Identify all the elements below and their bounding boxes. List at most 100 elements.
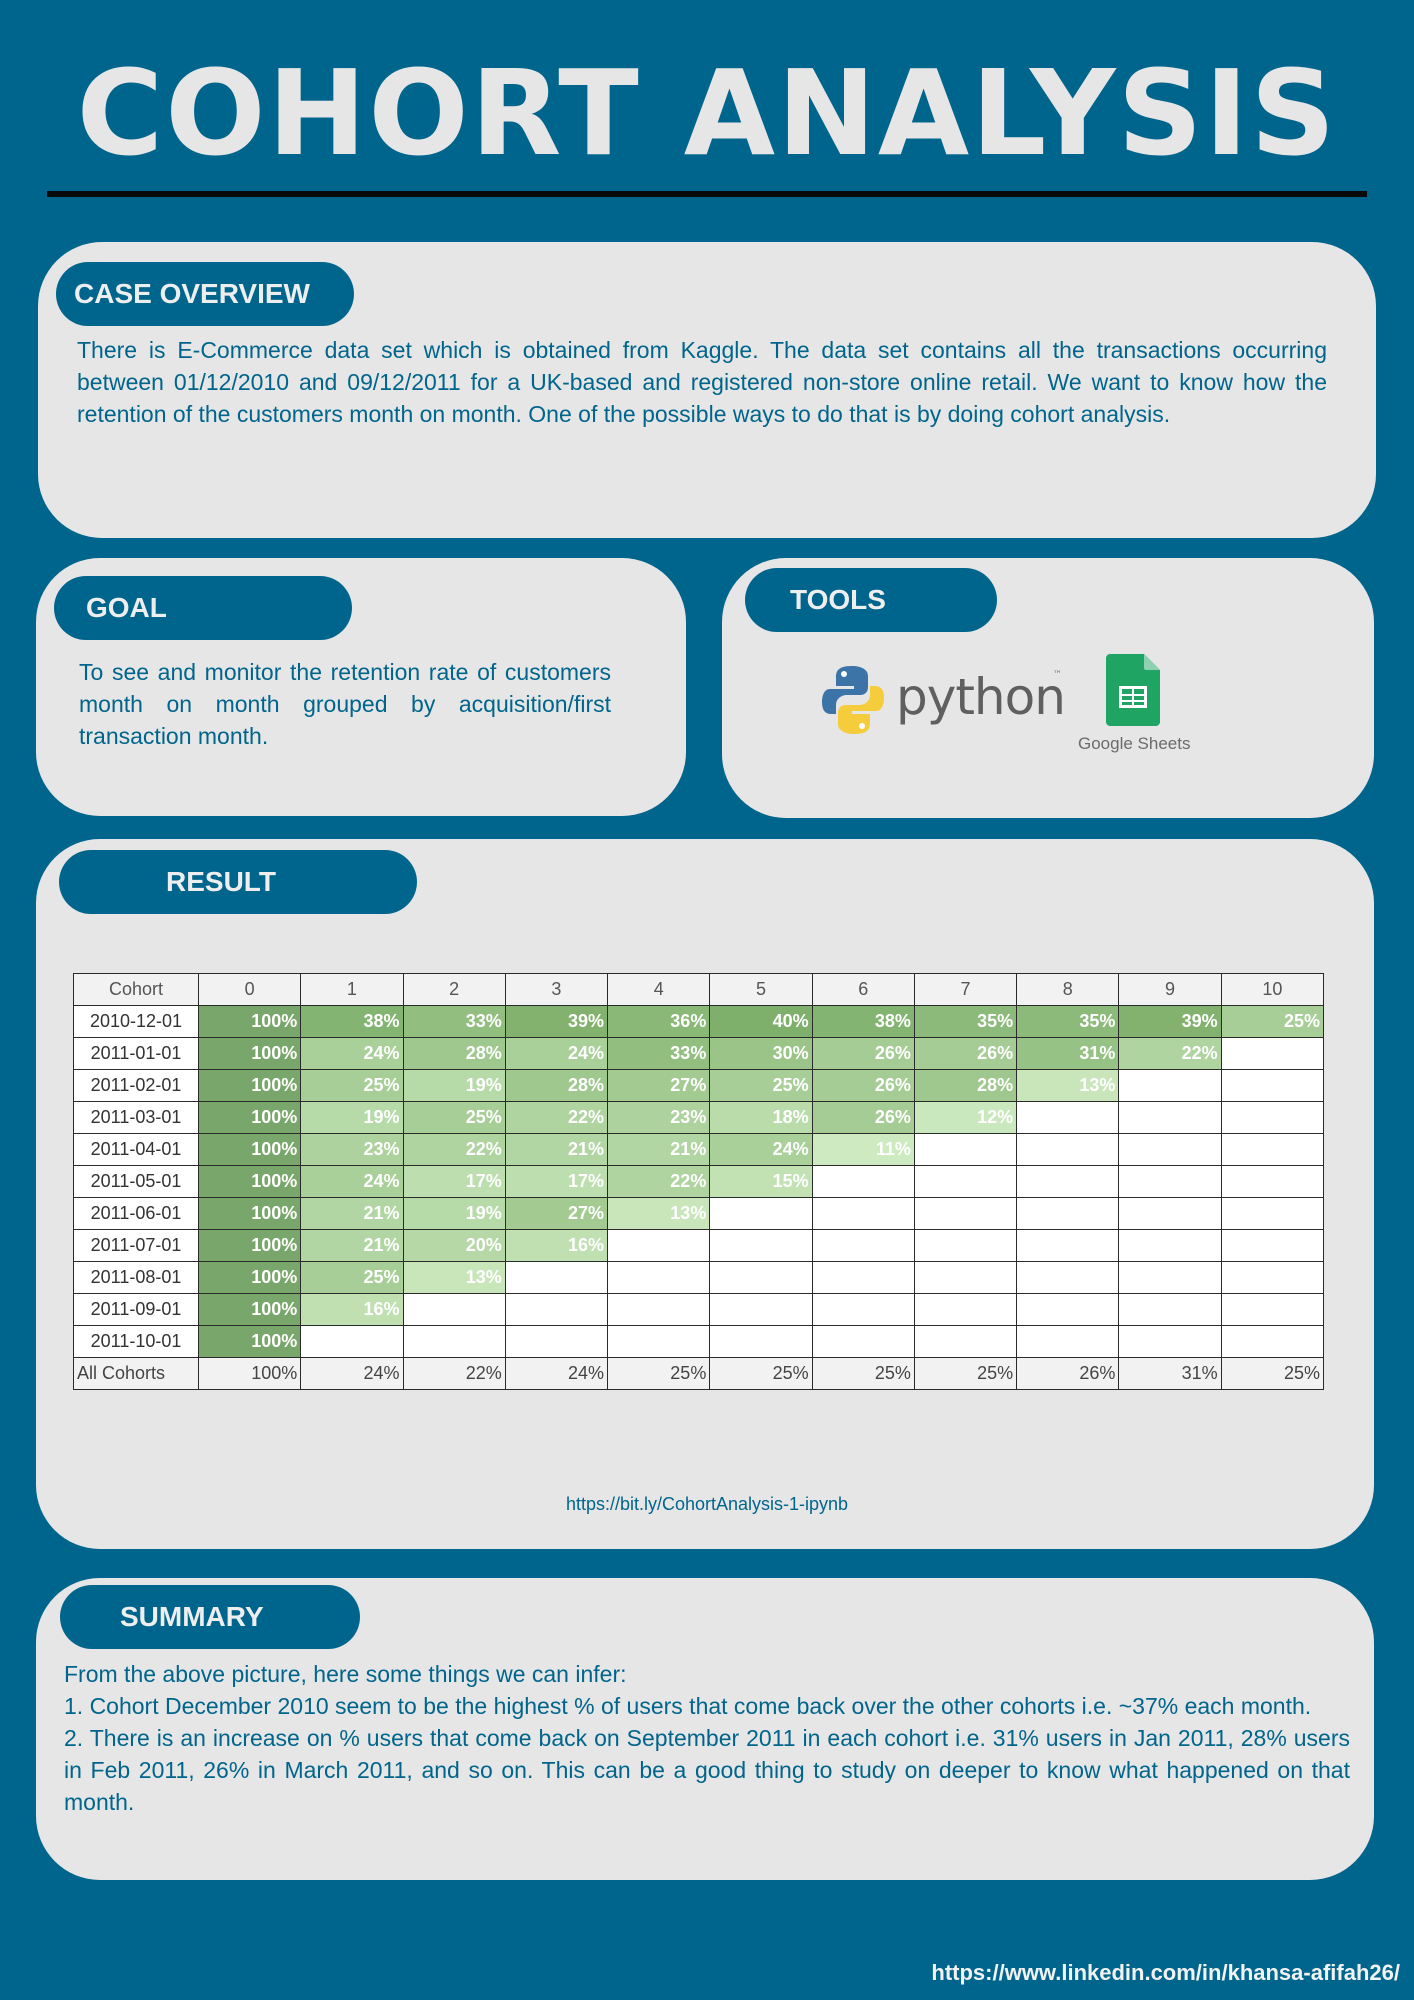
- retention-cell: 28%: [913, 1069, 1018, 1102]
- retention-cell: 25%: [300, 1069, 404, 1102]
- retention-cell: 23%: [300, 1133, 404, 1166]
- empty-cell: [300, 1325, 404, 1358]
- empty-cell: [811, 1229, 915, 1262]
- linkedin-link[interactable]: https://www.linkedin.com/in/khansa-afifa…: [931, 1960, 1400, 1985]
- table-row: 2011-05-01 100% 24% 17% 17% 22% 15%: [73, 1165, 1325, 1198]
- retention-cell: 21%: [300, 1197, 404, 1230]
- retention-cell: 31%: [1016, 1037, 1120, 1070]
- empty-cell: [913, 1165, 1018, 1198]
- empty-cell: [709, 1229, 813, 1262]
- retention-cell: 100%: [197, 1133, 302, 1166]
- empty-cell: [1118, 1197, 1222, 1230]
- table-body: 2010-12-01 100% 38% 33% 39% 36% 40% 38% 35% 35% 39…: [73, 1005, 1325, 1390]
- empty-cell: [1220, 1261, 1325, 1294]
- summary-heading: SUMMARY: [60, 1585, 360, 1649]
- retention-cell: 100%: [197, 1101, 302, 1134]
- retention-cell: 21%: [607, 1133, 711, 1166]
- empty-cell: [1220, 1197, 1325, 1230]
- retention-cell: 35%: [1016, 1005, 1120, 1038]
- empty-cell: [1016, 1293, 1120, 1326]
- retention-cell: 100%: [197, 1165, 302, 1198]
- column-header-month: 2: [402, 973, 506, 1006]
- retention-cell: 100%: [197, 1005, 302, 1038]
- empty-cell: [1220, 1325, 1325, 1358]
- google-sheets-logo: Google Sheets: [1078, 654, 1198, 764]
- table-row: 2011-06-01 100% 21% 19% 27% 13%: [73, 1197, 1325, 1230]
- cohort-label: 2011-02-01: [73, 1069, 199, 1102]
- total-cell: 22%: [402, 1357, 506, 1390]
- retention-cell: 100%: [197, 1197, 302, 1230]
- retention-cell: 17%: [504, 1165, 609, 1198]
- total-cell: 31%: [1118, 1357, 1222, 1390]
- retention-cell: 15%: [709, 1165, 813, 1198]
- cohort-label: 2011-06-01: [73, 1197, 199, 1230]
- column-header-month: 5: [709, 973, 813, 1006]
- empty-cell: [913, 1229, 1018, 1262]
- notebook-link[interactable]: https://bit.ly/CohortAnalysis-1-ipynb: [565, 1494, 849, 1514]
- empty-cell: [1220, 1101, 1325, 1134]
- retention-cell: 26%: [811, 1037, 915, 1070]
- empty-cell: [913, 1293, 1018, 1326]
- summary-card: SUMMARY From the above picture, here som…: [36, 1578, 1374, 1880]
- case-overview-card: CASE OVERVIEW There is E-Commerce data s…: [38, 242, 1376, 538]
- retention-cell: 100%: [197, 1069, 302, 1102]
- total-cell: 25%: [811, 1357, 915, 1390]
- retention-cell: 11%: [811, 1133, 915, 1166]
- empty-cell: [811, 1165, 915, 1198]
- tools-card: TOOLS python ™ Google Sheets: [722, 558, 1374, 818]
- column-header-month: 3: [504, 973, 609, 1006]
- retention-cell: 27%: [607, 1069, 711, 1102]
- retention-cell: 33%: [607, 1037, 711, 1070]
- table-row: 2011-10-01 100%: [73, 1325, 1325, 1358]
- python-label: python: [896, 668, 1066, 726]
- retention-cell: 28%: [402, 1037, 506, 1070]
- empty-cell: [1016, 1261, 1120, 1294]
- total-cell: 25%: [913, 1357, 1018, 1390]
- empty-cell: [1118, 1165, 1222, 1198]
- retention-cell: 25%: [300, 1261, 404, 1294]
- empty-cell: [709, 1197, 813, 1230]
- retention-cell: 100%: [197, 1325, 302, 1358]
- cohort-label: 2011-08-01: [73, 1261, 199, 1294]
- retention-cell: 25%: [709, 1069, 813, 1102]
- retention-cell: 16%: [504, 1229, 609, 1262]
- python-logo: python ™: [822, 660, 1082, 740]
- total-label: All Cohorts: [73, 1357, 199, 1390]
- total-cell: 25%: [709, 1357, 813, 1390]
- column-header-month: 4: [607, 973, 711, 1006]
- empty-cell: [811, 1325, 915, 1358]
- summary-line: 2. There is an increase on % users that …: [64, 1725, 1350, 1815]
- retention-cell: 39%: [504, 1005, 609, 1038]
- empty-cell: [1118, 1293, 1222, 1326]
- empty-cell: [811, 1293, 915, 1326]
- retention-cell: 22%: [504, 1101, 609, 1134]
- empty-cell: [1016, 1325, 1120, 1358]
- retention-cell: 22%: [1118, 1037, 1222, 1070]
- empty-cell: [1220, 1069, 1325, 1102]
- column-header-month: 8: [1016, 973, 1120, 1006]
- retention-cell: 13%: [607, 1197, 711, 1230]
- empty-cell: [504, 1325, 609, 1358]
- total-cell: 26%: [1016, 1357, 1120, 1390]
- column-header-month: 0: [197, 973, 302, 1006]
- retention-cell: 25%: [402, 1101, 506, 1134]
- goal-text: To see and monitor the retention rate of…: [79, 659, 611, 749]
- tools-heading: TOOLS: [745, 568, 997, 632]
- total-cell: 25%: [1220, 1357, 1325, 1390]
- empty-cell: [1220, 1165, 1325, 1198]
- retention-cell: 26%: [811, 1101, 915, 1134]
- empty-cell: [913, 1197, 1018, 1230]
- empty-cell: [1016, 1133, 1120, 1166]
- empty-cell: [607, 1325, 711, 1358]
- retention-cell: 36%: [607, 1005, 711, 1038]
- empty-cell: [913, 1325, 1018, 1358]
- retention-cell: 39%: [1118, 1005, 1222, 1038]
- empty-cell: [1118, 1069, 1222, 1102]
- retention-cell: 40%: [709, 1005, 813, 1038]
- table-row: 2011-01-01 100% 24% 28% 24% 33% 30% 26% 26% 31% 22…: [73, 1037, 1325, 1070]
- retention-cell: 33%: [402, 1005, 506, 1038]
- empty-cell: [811, 1261, 915, 1294]
- summary-line: 1. Cohort December 2010 seem to be the h…: [64, 1693, 1312, 1719]
- total-cell: 24%: [300, 1357, 404, 1390]
- cohort-label: 2011-04-01: [73, 1133, 199, 1166]
